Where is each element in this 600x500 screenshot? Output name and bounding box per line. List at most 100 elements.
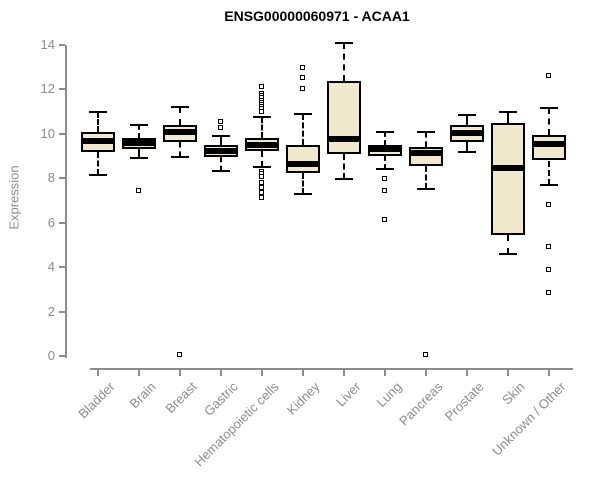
whisker-cap-lower: [212, 169, 231, 172]
y-tick-label: 10: [40, 125, 55, 141]
x-axis-tick: [343, 368, 346, 376]
median-line: [450, 129, 485, 136]
y-axis-tick: [59, 88, 65, 91]
whisker-cap-upper: [89, 110, 107, 113]
y-tick-label: 0: [47, 348, 55, 363]
whisker-cap-lower: [294, 192, 313, 195]
box-unknown-other: [532, 134, 567, 161]
whisker-cap-upper: [171, 106, 190, 109]
y-tick-label: 12: [40, 81, 55, 97]
whisker-upper: [179, 107, 182, 125]
whisker-cap-upper: [376, 130, 395, 133]
median-line: [122, 139, 157, 146]
whisker-lower: [261, 150, 264, 168]
y-tick-label: 14: [40, 37, 55, 52]
y-axis-tick: [59, 221, 65, 224]
median-line: [286, 160, 321, 167]
whisker-upper: [302, 113, 305, 145]
outlier-point: [259, 189, 265, 195]
whisker-cap-lower: [417, 188, 436, 191]
median-line: [204, 147, 239, 154]
x-axis-tick: [507, 368, 510, 376]
median-line: [163, 128, 198, 135]
whisker-cap-lower: [253, 166, 272, 169]
whisker-lower: [343, 153, 346, 180]
median-line: [81, 137, 115, 144]
outlier-point: [382, 187, 388, 193]
whisker-upper: [425, 131, 428, 148]
box-skin: [491, 122, 526, 235]
whisker-lower: [425, 166, 428, 190]
outlier-point: [259, 174, 265, 180]
x-axis-tick: [548, 368, 551, 376]
outlier-point: [177, 351, 183, 357]
chart-title: ENSG00000060971 - ACAA1: [224, 8, 410, 24]
box-liver: [327, 80, 362, 154]
outlier-point: [546, 73, 552, 79]
whisker-cap-upper: [212, 135, 231, 138]
whisker-upper: [261, 117, 264, 139]
whisker-cap-lower: [130, 157, 149, 160]
whisker-upper: [220, 136, 223, 145]
whisker-upper: [138, 124, 141, 139]
outlier-point: [300, 86, 306, 92]
whisker-lower: [384, 156, 387, 170]
median-line: [491, 165, 526, 172]
whisker-upper: [548, 108, 551, 135]
y-axis-line: [65, 45, 67, 358]
outlier-point: [546, 289, 552, 295]
y-axis-tick: [59, 44, 65, 46]
y-axis-tick: [59, 266, 65, 269]
whisker-lower: [507, 234, 510, 254]
x-axis-line: [90, 368, 573, 370]
whisker-upper: [384, 131, 387, 145]
whisker-cap-lower: [540, 183, 559, 186]
whisker-upper: [507, 111, 510, 123]
outlier-point: [382, 176, 388, 182]
x-axis-tick: [261, 368, 264, 376]
y-axis-tick: [59, 310, 65, 313]
outlier-point: [136, 187, 142, 193]
whisker-cap-lower: [89, 173, 107, 176]
outlier-point: [423, 351, 429, 357]
outlier-point: [300, 75, 306, 81]
whisker-lower: [548, 160, 551, 185]
outlier-point: [546, 201, 552, 207]
outlier-point: [259, 84, 265, 90]
x-axis-tick: [97, 368, 99, 376]
whisker-lower: [302, 172, 305, 194]
y-tick-label: 4: [47, 259, 55, 275]
median-line: [409, 149, 444, 156]
whisker-upper: [466, 114, 469, 125]
whisker-cap-upper: [458, 113, 477, 116]
median-line: [327, 136, 362, 143]
whisker-lower: [138, 149, 141, 159]
x-axis-tick: [220, 368, 223, 376]
whisker-cap-lower: [171, 156, 190, 159]
y-tick-label: 2: [47, 303, 55, 319]
x-axis-tick: [384, 368, 387, 376]
x-axis-tick: [302, 368, 305, 376]
outlier-point: [259, 195, 265, 201]
whisker-cap-upper: [540, 107, 559, 110]
x-axis-tick: [179, 368, 182, 376]
whisker-lower: [179, 141, 182, 158]
whisker-cap-upper: [130, 123, 149, 126]
whisker-cap-lower: [499, 252, 518, 255]
outlier-point: [259, 108, 265, 114]
whisker-upper: [343, 42, 346, 81]
whisker-lower: [220, 157, 223, 171]
box-kidney: [286, 144, 321, 173]
outlier-point: [300, 65, 306, 71]
median-line: [368, 146, 403, 153]
whisker-lower: [97, 151, 99, 175]
x-axis-tick: [138, 368, 141, 376]
whisker-upper: [97, 111, 99, 132]
outlier-point: [546, 244, 552, 250]
y-tick-label: 6: [47, 214, 55, 230]
x-axis-tick: [425, 368, 428, 376]
y-axis-tick: [59, 132, 65, 135]
y-axis-tick: [59, 355, 65, 357]
median-line: [245, 141, 280, 148]
